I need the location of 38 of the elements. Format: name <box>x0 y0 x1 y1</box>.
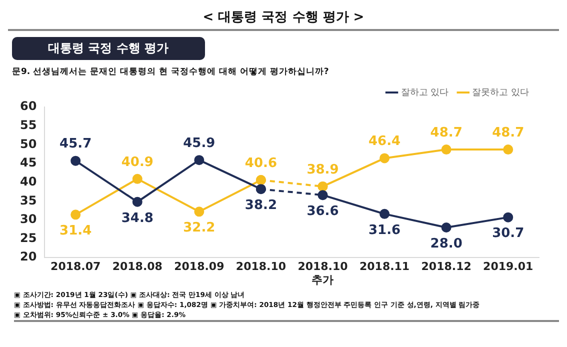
data-label: 40.6 <box>244 156 277 171</box>
y-tick-label: 25 <box>20 230 37 245</box>
text: 문9. 선생님께서는 문재인 대통령의 현 국정수행에 대해 어떻게 평가하십니까? <box>12 66 330 78</box>
x-tick-label: 2018.09 <box>174 260 224 274</box>
data-label: 38.2 <box>244 198 277 213</box>
y-tick-label: 30 <box>20 212 37 226</box>
y-tick-label: 55 <box>20 118 37 132</box>
data-label: 38.9 <box>306 162 339 178</box>
data-label: 32.2 <box>183 220 216 236</box>
data-label: 31.4 <box>60 224 92 239</box>
data-label: 28.0 <box>430 236 462 252</box>
y-tick-label: 60 <box>20 99 37 114</box>
x-tick-label: 2019.01 <box>483 260 534 274</box>
data-label: 45.7 <box>60 136 92 152</box>
x-tick-label: 2018.08 <box>112 260 162 274</box>
data-label: 45.9 <box>183 136 216 151</box>
data-label: 40.9 <box>121 154 154 170</box>
data-label: 30.7 <box>492 226 524 242</box>
data-label: 36.6 <box>306 204 339 219</box>
x-tick-label: 2018.12 <box>421 260 472 274</box>
legend-label: 잘못하고 있다 <box>472 88 530 98</box>
x-tick-label: 2018.07 <box>50 260 101 274</box>
y-tick-label: 35 <box>20 193 37 208</box>
x-tick-label: 2018.10 <box>236 260 286 274</box>
data-label: 31.6 <box>368 222 401 238</box>
y-tick-label: 50 <box>20 136 37 151</box>
legend-label: 잘하고 있다 <box>400 88 449 98</box>
y-tick-label: 20 <box>20 250 37 264</box>
data-label: 48.7 <box>492 125 524 140</box>
y-tick-label: 45 <box>20 156 37 170</box>
x-tick-label: 2018.10 추가 <box>298 260 348 286</box>
data-label: 46.4 <box>368 134 401 150</box>
x-tick-label: 2018.11 <box>359 260 410 274</box>
data-label: 48.7 <box>430 125 462 140</box>
chart-subtitle: 대통령 국정 수행 평가 <box>12 37 205 60</box>
data-label: 34.8 <box>121 210 154 226</box>
chart-title: < 대통령 국정 수행 평가 > <box>8 8 559 31</box>
y-tick-label: 40 <box>20 174 37 188</box>
